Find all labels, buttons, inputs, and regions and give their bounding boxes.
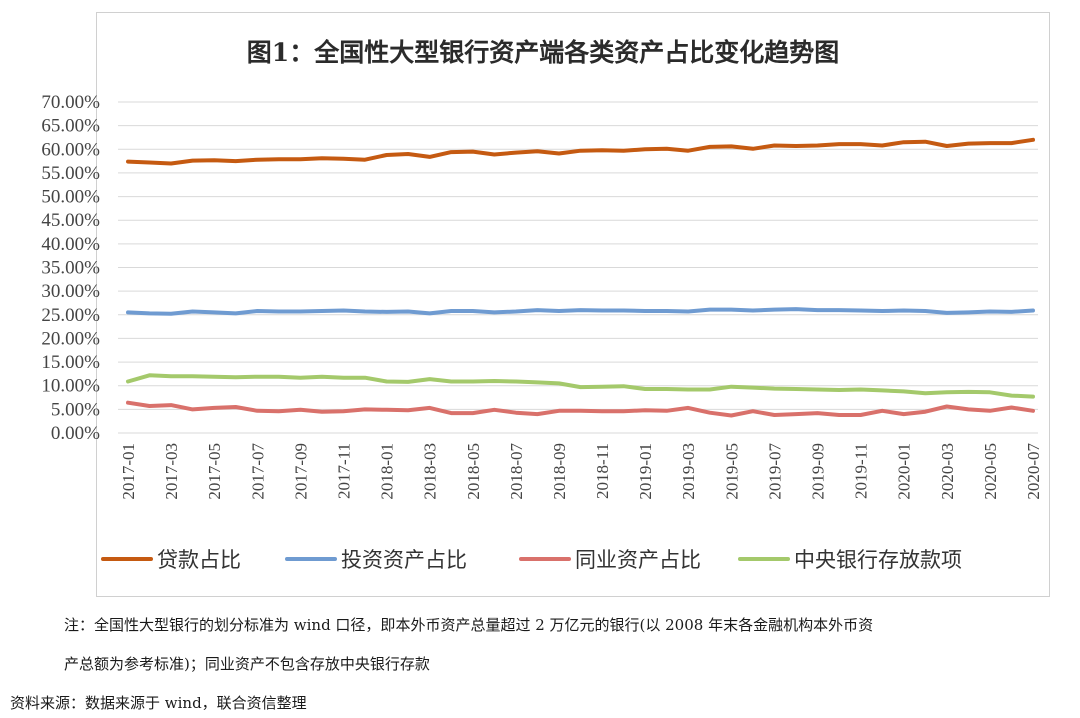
x-tick-label: 2017-09: [291, 443, 310, 500]
chart-note-line2: 产总额为参考标准)；同业资产不包含存放中央银行存款: [64, 655, 430, 673]
y-tick-label: 40.00%: [41, 234, 100, 255]
y-tick-label: 0.00%: [51, 423, 100, 444]
x-tick-label: 2019-01: [636, 443, 655, 500]
y-tick-label: 5.00%: [51, 399, 100, 420]
y-tick-label: 65.00%: [41, 116, 100, 137]
x-tick-label: 2019-05: [722, 443, 741, 500]
y-tick-label: 50.00%: [41, 187, 100, 208]
x-tick-label: 2019-09: [809, 443, 828, 500]
x-tick-label: 2018-03: [421, 443, 440, 500]
y-tick-label: 70.00%: [41, 92, 100, 113]
legend-label-1: 投资资产占比: [341, 548, 467, 572]
x-tick-label: 2020-05: [981, 443, 1000, 500]
chart-frame: [96, 12, 1050, 597]
x-tick-label: 2020-01: [895, 443, 914, 500]
series-line-3: [126, 373, 1035, 399]
y-tick-label: 15.00%: [41, 352, 100, 373]
legend-label-2: 同业资产占比: [575, 548, 701, 572]
y-tick-label: 20.00%: [41, 328, 100, 349]
series-line-1: [126, 307, 1035, 316]
y-tick-label: 60.00%: [41, 139, 100, 160]
y-tick-label: 25.00%: [41, 305, 100, 326]
series-line-0: [126, 137, 1035, 166]
x-tick-label: 2018-09: [550, 443, 569, 500]
x-tick-label: 2018-11: [593, 443, 612, 499]
y-tick-label: 10.00%: [41, 376, 100, 397]
x-tick-label: 2018-07: [507, 443, 526, 500]
x-tick-label: 2018-01: [378, 443, 397, 500]
series-line-2: [126, 400, 1035, 418]
x-tick-label: 2019-11: [852, 443, 871, 499]
data-source: 资料来源：数据来源于 wind，联合资信整理: [10, 694, 307, 712]
x-tick-label: 2017-11: [334, 443, 353, 499]
y-tick-label: 35.00%: [41, 258, 100, 279]
x-tick-label: 2017-05: [205, 443, 224, 500]
y-tick-label: 55.00%: [41, 163, 100, 184]
x-tick-label: 2018-05: [464, 443, 483, 500]
x-tick-label: 2017-03: [162, 443, 181, 500]
x-tick-label: 2019-03: [679, 443, 698, 500]
y-tick-label: 45.00%: [41, 210, 100, 231]
x-tick-label: 2020-07: [1024, 443, 1043, 500]
chart: 图1：全国性大型银行资产端各类资产占比变化趋势图 0.00% 5.00%10.00…: [41, 38, 1043, 572]
chart-note-line1: 注：全国性大型银行的划分标准为 wind 口径，即本外币资产总量超过 2 万亿元…: [64, 616, 874, 634]
y-tick-label: 30.00%: [41, 281, 100, 302]
x-tick-label: 2017-01: [119, 443, 138, 500]
x-tick-label: 2019-07: [765, 443, 784, 500]
x-tick-label: 2017-07: [248, 443, 267, 500]
chart-title: 图1：全国性大型银行资产端各类资产占比变化趋势图: [247, 38, 839, 67]
legend-label-3: 中央银行存放款项: [794, 548, 962, 572]
x-tick-label: 2020-03: [938, 443, 957, 500]
legend-label-0: 贷款占比: [157, 548, 241, 572]
